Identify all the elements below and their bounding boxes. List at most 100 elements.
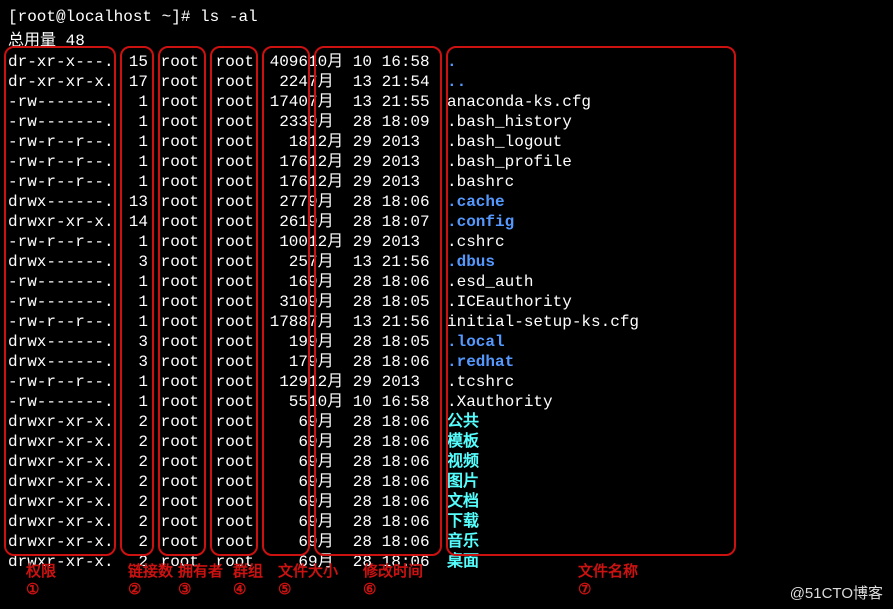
- cell-perms: -rw-------.: [8, 392, 118, 412]
- cell-size: 1788: [258, 312, 308, 332]
- cell-links: 1: [118, 292, 148, 312]
- listing-row: -rw-r--r--.1rootroot17612月 29 2013 .bash…: [8, 152, 885, 172]
- column-label: 群组: [233, 560, 263, 581]
- cell-perms: drwxr-xr-x.: [8, 472, 118, 492]
- cell-name: .config: [443, 212, 885, 232]
- listing-row: drwx------.3rootroot199月 28 18:05.local: [8, 332, 885, 352]
- column-number: ⑦: [578, 580, 591, 599]
- listing-row: -rw-r--r--.1rootroot17887月 13 21:56initi…: [8, 312, 885, 332]
- cell-perms: -rw-r--r--.: [8, 312, 118, 332]
- cell-perms: dr-xr-x---.: [8, 52, 118, 72]
- cell-size: 6: [258, 452, 308, 472]
- cell-owner: root: [148, 532, 203, 552]
- cell-owner: root: [148, 52, 203, 72]
- cell-group: root: [203, 72, 258, 92]
- cell-owner: root: [148, 472, 203, 492]
- cell-size: 55: [258, 392, 308, 412]
- cell-name: anaconda-ks.cfg: [443, 92, 885, 112]
- cell-owner: root: [148, 372, 203, 392]
- listing-row: drwxr-xr-x.2rootroot69月 28 18:06图片: [8, 472, 885, 492]
- column-number: ④: [233, 580, 246, 599]
- cell-size: 129: [258, 372, 308, 392]
- cell-owner: root: [148, 172, 203, 192]
- column-number: ⑤: [278, 580, 291, 599]
- cell-links: 15: [118, 52, 148, 72]
- cell-owner: root: [148, 352, 203, 372]
- total-line: 总用量 48: [8, 26, 885, 50]
- cell-owner: root: [148, 212, 203, 232]
- cell-perms: -rw-------.: [8, 92, 118, 112]
- cell-date: 9月 28 18:06: [308, 412, 443, 432]
- cell-group: root: [203, 392, 258, 412]
- cell-name: 视频: [443, 452, 885, 472]
- cell-date: 9月 28 18:06: [308, 512, 443, 532]
- listing-row: -rw-r--r--.1rootroot1812月 29 2013 .bash_…: [8, 132, 885, 152]
- cell-size: 1740: [258, 92, 308, 112]
- cell-date: 9月 28 18:06: [308, 492, 443, 512]
- cell-owner: root: [148, 412, 203, 432]
- cell-links: 2: [118, 532, 148, 552]
- cell-perms: drwx------.: [8, 192, 118, 212]
- cell-group: root: [203, 192, 258, 212]
- shell-prompt: [root@localhost ~]# ls -al: [8, 8, 885, 26]
- cell-perms: -rw-r--r--.: [8, 132, 118, 152]
- cell-links: 13: [118, 192, 148, 212]
- cell-size: 176: [258, 172, 308, 192]
- cell-owner: root: [148, 432, 203, 452]
- cell-links: 3: [118, 332, 148, 352]
- cell-links: 1: [118, 312, 148, 332]
- cell-size: 224: [258, 72, 308, 92]
- cell-links: 17: [118, 72, 148, 92]
- cell-date: 9月 28 18:05: [308, 332, 443, 352]
- listing-row: drwxr-xr-x.2rootroot69月 28 18:06文档: [8, 492, 885, 512]
- cell-perms: drwxr-xr-x.: [8, 532, 118, 552]
- listing-row: drwxr-xr-x.2rootroot69月 28 18:06音乐: [8, 532, 885, 552]
- cell-size: 277: [258, 192, 308, 212]
- cell-date: 9月 28 18:09: [308, 112, 443, 132]
- cell-owner: root: [148, 252, 203, 272]
- watermark: @51CTO博客: [790, 582, 883, 603]
- cell-size: 16: [258, 272, 308, 292]
- cell-links: 14: [118, 212, 148, 232]
- cell-date: 9月 28 18:06: [308, 532, 443, 552]
- cell-size: 18: [258, 132, 308, 152]
- cell-size: 17: [258, 352, 308, 372]
- cell-perms: -rw-r--r--.: [8, 172, 118, 192]
- listing-row: -rw-------.1rootroot5510月 10 16:58.Xauth…: [8, 392, 885, 412]
- cell-owner: root: [148, 512, 203, 532]
- cell-perms: -rw-------.: [8, 112, 118, 132]
- cell-date: 9月 28 18:06: [308, 472, 443, 492]
- cell-name: initial-setup-ks.cfg: [443, 312, 885, 332]
- cell-name: 下载: [443, 512, 885, 532]
- cell-date: 7月 13 21:56: [308, 252, 443, 272]
- cell-name: .dbus: [443, 252, 885, 272]
- cell-date: 12月 29 2013: [308, 372, 443, 392]
- cell-links: 2: [118, 452, 148, 472]
- cell-name: .bash_logout: [443, 132, 885, 152]
- cell-group: root: [203, 312, 258, 332]
- cell-owner: root: [148, 272, 203, 292]
- cell-size: 6: [258, 432, 308, 452]
- listing-row: drwxr-xr-x.14rootroot2619月 28 18:07.conf…: [8, 212, 885, 232]
- cell-group: root: [203, 492, 258, 512]
- cell-size: 233: [258, 112, 308, 132]
- listing-row: -rw-------.1rootroot2339月 28 18:09.bash_…: [8, 112, 885, 132]
- cell-date: 9月 28 18:06: [308, 352, 443, 372]
- cell-owner: root: [148, 452, 203, 472]
- cell-name: 音乐: [443, 532, 885, 552]
- cell-group: root: [203, 432, 258, 452]
- column-number: ③: [178, 580, 191, 599]
- cell-size: 6: [258, 532, 308, 552]
- cell-perms: drwx------.: [8, 252, 118, 272]
- cell-size: 25: [258, 252, 308, 272]
- cell-perms: drwxr-xr-x.: [8, 512, 118, 532]
- cell-links: 1: [118, 172, 148, 192]
- cell-group: root: [203, 112, 258, 132]
- cell-date: 9月 28 18:05: [308, 292, 443, 312]
- column-label: 权限: [26, 560, 56, 581]
- cell-owner: root: [148, 192, 203, 212]
- cell-size: 310: [258, 292, 308, 312]
- cell-name: .esd_auth: [443, 272, 885, 292]
- cell-links: 3: [118, 352, 148, 372]
- cell-group: root: [203, 172, 258, 192]
